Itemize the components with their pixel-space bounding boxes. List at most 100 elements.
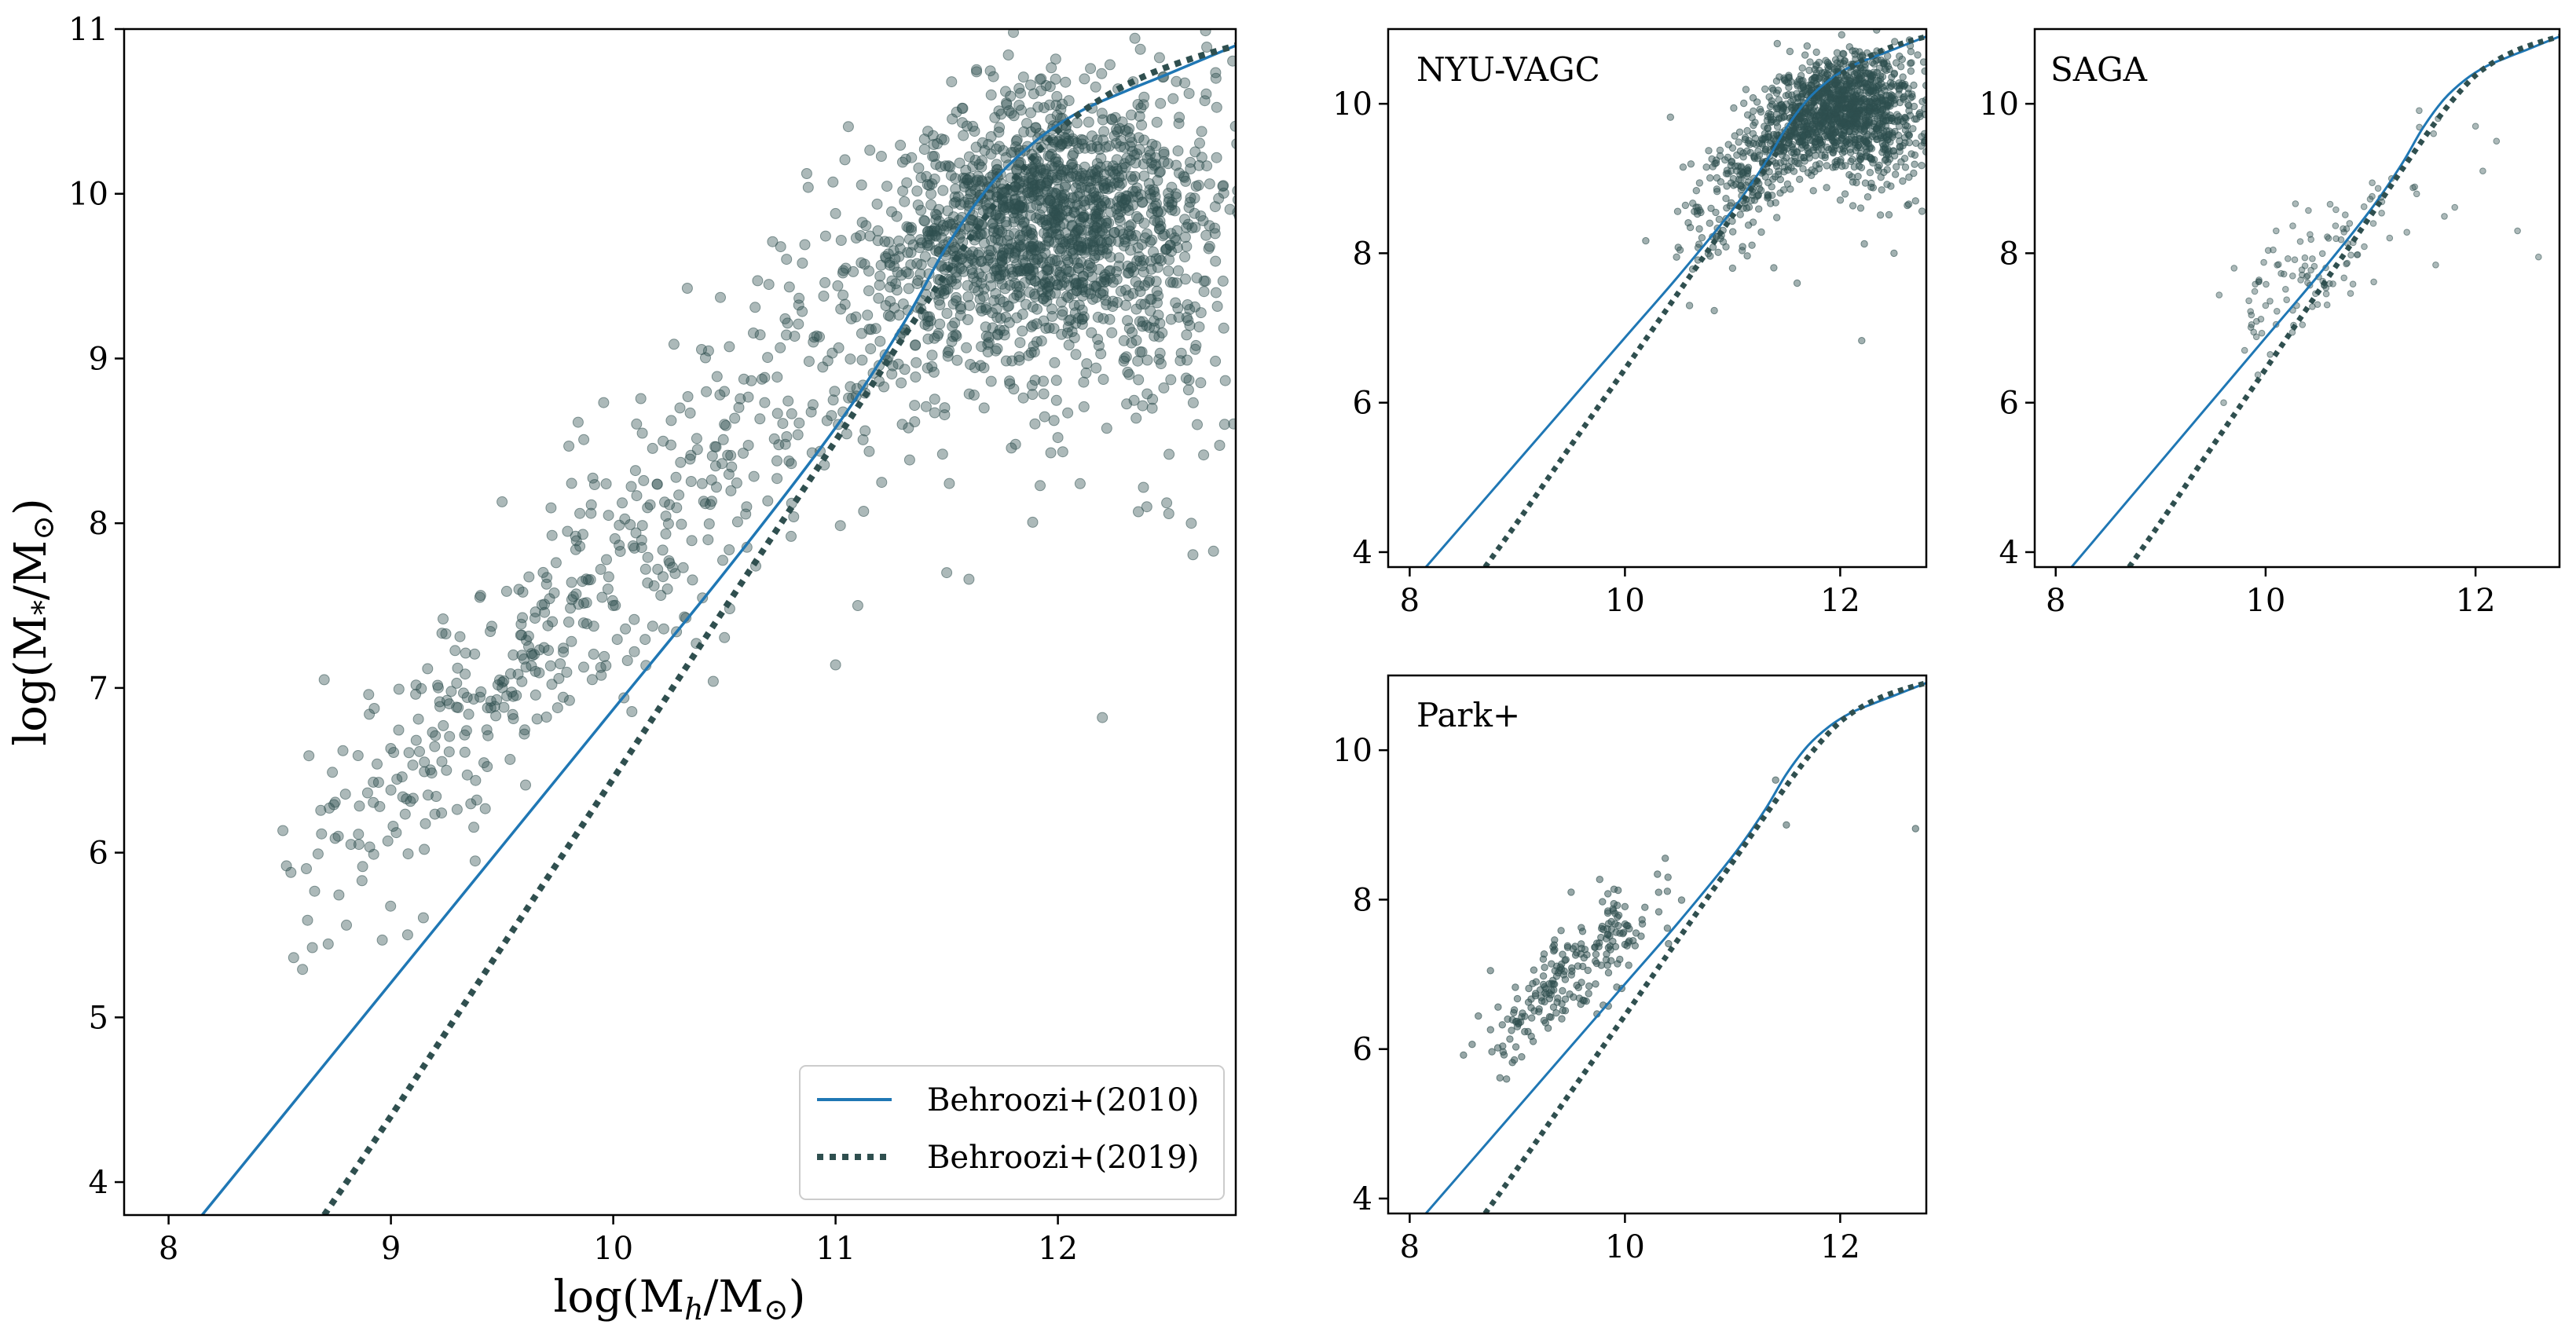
main-point xyxy=(431,791,442,802)
main-point xyxy=(1179,251,1191,262)
main-point xyxy=(1079,73,1090,85)
main-point xyxy=(857,434,869,445)
main-point xyxy=(829,386,841,397)
main-point xyxy=(312,848,324,860)
main-point xyxy=(706,450,718,462)
nyu-point xyxy=(1772,199,1779,207)
main-point xyxy=(563,694,575,706)
nyu-point xyxy=(1860,79,1869,87)
park-x-tick-label-10: 10 xyxy=(1605,1229,1645,1265)
nyu-point xyxy=(1849,156,1856,163)
saga-point xyxy=(2318,250,2326,258)
main-point xyxy=(636,520,648,532)
saga-point xyxy=(2273,227,2280,235)
nyu-point xyxy=(1907,67,1915,75)
main-point xyxy=(1167,93,1179,104)
nyu-point xyxy=(1823,162,1831,170)
main-point xyxy=(1164,276,1176,288)
main-point xyxy=(1194,137,1205,149)
main-point xyxy=(434,701,445,712)
main-point xyxy=(550,557,562,569)
nyu-point xyxy=(1698,234,1706,242)
park-point xyxy=(1521,1027,1529,1036)
main-point xyxy=(863,445,875,457)
main-point xyxy=(802,181,814,193)
park-point xyxy=(1599,898,1607,906)
main-point xyxy=(1126,109,1137,121)
main-point xyxy=(1049,357,1061,368)
saga-point xyxy=(2296,238,2304,245)
main-point xyxy=(302,914,313,926)
main-point xyxy=(1141,354,1153,366)
nyu-point xyxy=(1880,60,1889,68)
main-point xyxy=(315,804,327,816)
saga-point xyxy=(2258,329,2266,337)
main-point xyxy=(607,600,619,611)
main-point xyxy=(372,777,384,789)
saga-point xyxy=(2472,123,2479,130)
nyu-point xyxy=(1738,169,1746,178)
nyu-point xyxy=(1917,142,1926,150)
main-point xyxy=(1078,376,1090,388)
main-point xyxy=(864,230,876,242)
main-point xyxy=(670,471,682,483)
main-point xyxy=(899,196,911,207)
main-point xyxy=(1162,158,1174,170)
main-point xyxy=(1185,518,1197,529)
main-point xyxy=(399,808,411,820)
main-point xyxy=(859,425,871,437)
main-point xyxy=(1200,88,1212,100)
main-point xyxy=(1097,712,1108,723)
main-point xyxy=(933,203,945,215)
main-point xyxy=(563,441,575,452)
nyu-point xyxy=(1829,149,1838,157)
nyu-point xyxy=(1845,102,1853,111)
nyu-point xyxy=(1750,121,1757,130)
nyu-point xyxy=(1740,99,1748,108)
main-point xyxy=(719,419,731,430)
main-point xyxy=(1046,169,1058,181)
main-point xyxy=(731,516,743,528)
nyu-point xyxy=(1823,127,1831,135)
main-point xyxy=(1057,446,1068,458)
main-point xyxy=(1096,68,1108,79)
main-point xyxy=(819,230,831,242)
main-point xyxy=(636,427,648,439)
main-point xyxy=(481,724,493,736)
main-point xyxy=(1136,119,1148,131)
park-point xyxy=(1622,921,1631,930)
main-point xyxy=(1050,73,1061,85)
main-point xyxy=(1029,375,1041,386)
main-point xyxy=(363,689,375,701)
main-point xyxy=(956,102,968,114)
main-point xyxy=(1026,227,1037,239)
nyu-point xyxy=(1893,82,1901,90)
park-point xyxy=(1663,888,1672,895)
main-y-tick-label-11: 11 xyxy=(68,12,108,48)
main-point xyxy=(1050,375,1062,386)
nyu-point xyxy=(1906,112,1915,119)
main-point xyxy=(1017,309,1028,320)
main-point xyxy=(544,660,556,672)
main-point xyxy=(781,254,793,265)
main-point xyxy=(1193,321,1205,333)
nyu-point xyxy=(1907,150,1915,158)
nyu-point xyxy=(1815,111,1823,119)
main-point xyxy=(835,235,847,246)
saga-y-tick-label-8: 8 xyxy=(1999,236,2019,272)
main-point xyxy=(1193,179,1204,191)
main-point xyxy=(1112,297,1123,308)
main-point xyxy=(596,591,608,603)
main-point xyxy=(565,602,577,614)
nyu-point xyxy=(1804,119,1812,127)
main-point xyxy=(1227,55,1236,67)
main-point xyxy=(762,495,774,507)
park-point xyxy=(1535,1008,1543,1016)
main-point xyxy=(839,154,851,166)
main-point xyxy=(410,688,422,700)
main-point xyxy=(763,279,775,291)
main-point xyxy=(664,499,676,511)
main-point xyxy=(951,331,962,342)
main-point xyxy=(1083,266,1094,278)
main-point xyxy=(685,476,697,487)
